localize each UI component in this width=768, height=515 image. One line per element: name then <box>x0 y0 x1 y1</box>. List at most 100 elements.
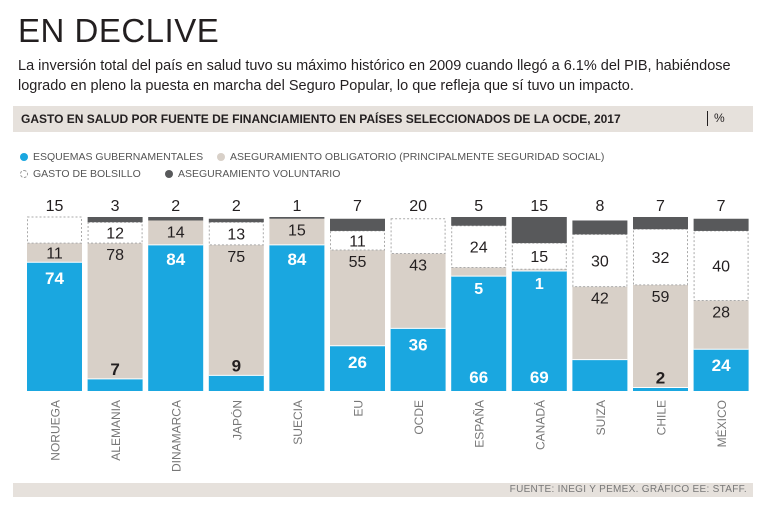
label-oblig-noruega: 11 <box>46 246 63 263</box>
bar-oblig-suiza <box>572 286 628 360</box>
label-oblig-canadá: 1 <box>535 276 544 293</box>
legend-swatch-gov <box>20 153 28 161</box>
bar-oblig-chile <box>633 284 688 388</box>
category-label-chile: CHILE <box>655 400 669 435</box>
label-gov-canadá: 69 <box>530 368 549 387</box>
label-top-eu: 7 <box>353 198 362 215</box>
legend-item-pocket: GASTO DE BOLSILLO <box>20 168 141 180</box>
legend-swatch-pocket <box>20 170 28 178</box>
stacked-bar-chart: 151174NORUEGA312787ALEMANIA21484DINAMARC… <box>27 198 749 472</box>
label-oblig-chile: 59 <box>652 289 670 306</box>
bar-vol-méxico <box>693 218 749 231</box>
label-pocket-japón: 13 <box>227 227 245 244</box>
bar-oblig-ocde <box>390 253 446 329</box>
label-top-canadá: 15 <box>530 198 548 215</box>
bar-oblig-eu <box>330 250 385 346</box>
footer-bar: FUENTE: INEGI Y PEMEX. GRÁFICO EE: STAFF… <box>13 483 753 497</box>
chart-title: GASTO EN SALUD POR FUENTE DE FINANCIAMIE… <box>21 112 621 126</box>
bar-pocket-ocde <box>390 218 446 255</box>
bar-pocket-japón <box>208 221 264 246</box>
page-subtitle: La inversión total del país en salud tuv… <box>18 58 731 94</box>
legend-label-oblig: ASEGURAMIENTO OBLIGATORIO (PRINCIPALMENT… <box>230 151 605 163</box>
bar-vol-eu <box>330 218 385 231</box>
label-gov-noruega: 74 <box>45 269 64 288</box>
label-top-alemania: 3 <box>111 198 120 215</box>
bar-pocket-chile <box>633 228 688 286</box>
label-oblig-dinamarca: 14 <box>167 224 185 241</box>
bar-gov-japón <box>208 375 264 391</box>
label-pocket-eu: 11 <box>349 233 366 250</box>
label-gov-chile: 2 <box>656 369 665 388</box>
bar-gov-eu <box>330 345 385 391</box>
bar-oblig-noruega <box>27 243 82 263</box>
category-label-suecia: SUECIA <box>291 400 305 445</box>
category-label-ocde: OCDE <box>412 400 426 435</box>
category-label-noruega: NORUEGA <box>49 400 63 461</box>
label-oblig-alemania: 78 <box>106 247 124 264</box>
legend-label-vol: ASEGURAMIENTO VOLUNTARIO <box>178 168 341 180</box>
bar-oblig-canadá <box>511 269 567 271</box>
label-top-dinamarca: 2 <box>171 198 180 215</box>
chart-unit: % <box>707 111 725 126</box>
label-gov-dinamarca: 84 <box>166 250 185 269</box>
category-label-suiza: SUIZA <box>594 400 608 435</box>
label-pocket-alemania: 12 <box>106 226 124 243</box>
label-top-ocde: 20 <box>409 198 427 215</box>
category-label-españa: ESPAÑA <box>473 400 487 448</box>
label-pocket-chile: 32 <box>652 250 670 267</box>
label-gov-suecia: 84 <box>287 250 306 269</box>
bar-oblig-alemania <box>87 243 143 379</box>
legend-swatch-vol <box>165 170 173 178</box>
label-oblig-suecia: 15 <box>288 223 306 240</box>
label-gov-eu: 26 <box>348 353 367 372</box>
bar-oblig-japón <box>208 244 264 376</box>
legend-label-gov: ESQUEMAS GUBERNAMENTALES <box>33 151 204 163</box>
label-oblig-méxico: 28 <box>712 305 730 322</box>
label-pocket-suiza: 30 <box>591 254 609 271</box>
bar-vol-canadá <box>511 217 567 244</box>
bar-oblig-españa <box>451 267 507 277</box>
bar-pocket-méxico <box>693 230 749 302</box>
category-label-eu: EU <box>352 400 366 417</box>
bar-gov-méxico <box>693 349 749 391</box>
category-label-méxico: MÉXICO <box>714 400 729 447</box>
category-label-alemania: ALEMANIA <box>109 400 123 461</box>
label-gov-japón: 9 <box>232 356 241 375</box>
bar-gov-dinamarca <box>148 244 204 391</box>
bar-gov-alemania <box>87 378 143 391</box>
label-top-chile: 7 <box>656 198 665 215</box>
bar-vol-suiza <box>572 220 628 235</box>
label-gov-ocde: 36 <box>409 335 428 354</box>
bar-oblig-dinamarca <box>148 220 204 245</box>
legend-item-vol: ASEGURAMIENTO VOLUNTARIO <box>165 168 340 180</box>
bar-gov-chile <box>633 387 688 391</box>
label-pocket-méxico: 40 <box>712 259 730 276</box>
category-label-japón: JAPÓN <box>229 400 244 440</box>
label-top-suiza: 8 <box>595 198 604 215</box>
label-top-méxico: 7 <box>717 198 726 215</box>
bar-pocket-noruega <box>27 216 82 244</box>
label-top-japón: 2 <box>232 198 241 215</box>
bar-pocket-suiza <box>572 233 628 288</box>
bar-pocket-canadá <box>511 242 567 270</box>
label-gov-españa: 66 <box>469 368 488 387</box>
bar-gov-ocde <box>390 328 446 391</box>
label-top-noruega: 15 <box>46 198 64 215</box>
label-top-suecia: 1 <box>292 198 301 215</box>
legend-item-oblig: ASEGURAMIENTO OBLIGATORIO (PRINCIPALMENT… <box>217 151 604 163</box>
bar-oblig-suecia <box>269 218 325 245</box>
bar-pocket-alemania <box>87 221 143 244</box>
bar-pocket-eu <box>330 230 385 251</box>
bar-gov-suecia <box>269 244 325 391</box>
category-label-dinamarca: DINAMARCA <box>170 400 184 472</box>
category-label-canadá: CANADÁ <box>532 400 547 450</box>
bar-pocket-españa <box>451 225 507 268</box>
label-gov-alemania: 7 <box>110 360 119 379</box>
bar-vol-españa <box>451 217 507 226</box>
bar-vol-japón <box>208 218 264 223</box>
bar-vol-dinamarca <box>148 217 204 221</box>
label-oblig-españa: 5 <box>474 281 483 298</box>
bar-vol-alemania <box>87 217 143 223</box>
label-oblig-ocde: 43 <box>409 258 427 275</box>
legend-label-pocket: GASTO DE BOLSILLO <box>33 168 141 180</box>
